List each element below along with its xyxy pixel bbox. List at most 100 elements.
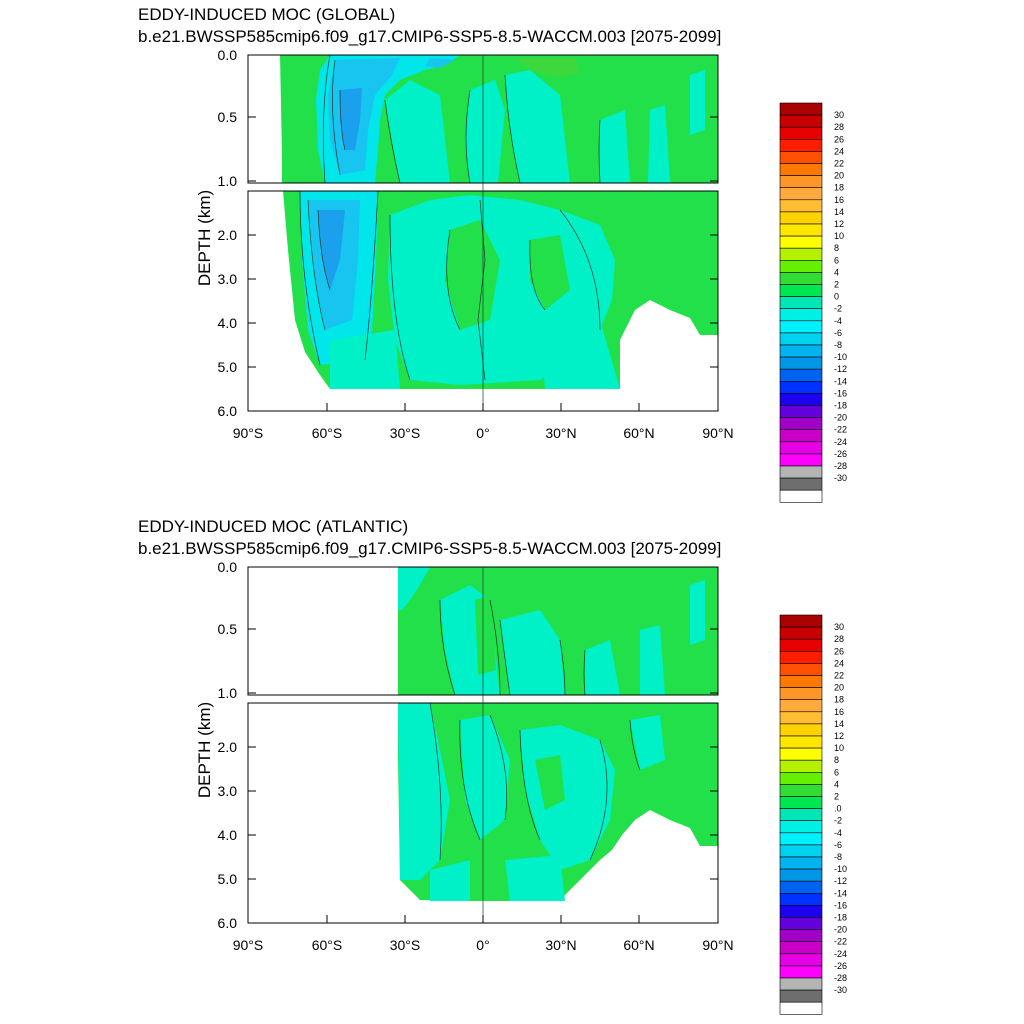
x-axis-global: 90°S 60°S 30°S 0° 30°N 60°N 90°N bbox=[233, 403, 734, 441]
colorbar-box bbox=[779, 139, 823, 152]
colorbar-label: 16 bbox=[834, 707, 844, 717]
y-tick-label: 0.0 bbox=[218, 559, 238, 575]
colorbar-label: 22 bbox=[834, 159, 844, 169]
y-axis-label: DEPTH (km) bbox=[195, 190, 214, 286]
colorbar-box bbox=[779, 199, 823, 213]
colorbar-label: -26 bbox=[834, 449, 847, 459]
colorbar-box bbox=[779, 320, 823, 334]
colorbar-box bbox=[779, 223, 823, 237]
colorbar-label: -28 bbox=[834, 973, 847, 983]
colorbar-label: 20 bbox=[834, 683, 844, 693]
colorbar-box bbox=[779, 380, 823, 394]
colorbar-box bbox=[779, 808, 823, 821]
colorbar-box bbox=[779, 247, 823, 261]
colorbar-label: -12 bbox=[834, 364, 847, 374]
colorbar-box bbox=[779, 417, 823, 431]
colorbar-label: 16 bbox=[834, 195, 844, 205]
colorbar-label: 26 bbox=[834, 646, 844, 656]
colorbar-label: 28 bbox=[834, 122, 844, 132]
colorbar-label: 4 bbox=[834, 779, 839, 789]
lower-plot-area bbox=[247, 567, 719, 924]
colorbar-label: -30 bbox=[834, 473, 847, 483]
colorbar-box bbox=[779, 344, 823, 358]
colorbar-label: 28 bbox=[834, 634, 844, 644]
colorbar-box bbox=[779, 675, 823, 688]
y-tick-label: 6.0 bbox=[218, 403, 238, 419]
y-tick-label: 0.0 bbox=[218, 47, 238, 63]
colorbar-label: 6 bbox=[834, 767, 839, 777]
colorbar-box bbox=[779, 905, 823, 918]
y-tick-label: 0.5 bbox=[218, 109, 238, 125]
x-tick-label: 90°N bbox=[702, 425, 733, 441]
colorbar-label: 30 bbox=[834, 110, 844, 120]
colorbar-box bbox=[779, 747, 823, 761]
colorbar-label: 12 bbox=[834, 219, 844, 229]
x-axis-atlantic: 90°S 60°S 30°S 0° 30°N 60°N 90°N bbox=[233, 915, 734, 953]
colorbar-box bbox=[779, 771, 823, 785]
y-axis-atlantic: 0.0 0.5 1.0 2.0 3.0 4.0 5.0 6.0 DEPTH (k… bbox=[195, 559, 718, 931]
colorbar-box bbox=[779, 453, 823, 467]
x-tick-label: 60°N bbox=[623, 425, 654, 441]
colorbar-label: 22 bbox=[834, 671, 844, 681]
y-tick-label: 6.0 bbox=[218, 915, 238, 931]
colorbar-box bbox=[779, 663, 823, 676]
colorbar-box bbox=[779, 880, 823, 894]
x-tick-label: 30°S bbox=[390, 425, 421, 441]
colorbar-label: 10 bbox=[834, 743, 844, 753]
colorbar-box bbox=[779, 441, 823, 455]
colorbar-label: 18 bbox=[834, 695, 844, 705]
colorbar-label: -18 bbox=[834, 401, 847, 411]
colorbar-box bbox=[779, 477, 823, 491]
colorbar-box bbox=[779, 735, 823, 749]
y-tick-label: 2.0 bbox=[218, 739, 238, 755]
colorbar-label: -12 bbox=[834, 876, 847, 886]
colorbar-box bbox=[779, 977, 823, 991]
colorbar-box bbox=[779, 429, 823, 443]
colorbar-box bbox=[779, 393, 823, 406]
colorbar-label: -22 bbox=[834, 937, 847, 947]
colorbar-label: 2 bbox=[834, 280, 839, 290]
colorbar-box bbox=[779, 126, 823, 140]
colorbar-label: -16 bbox=[834, 900, 847, 910]
colorbar-label: -6 bbox=[834, 328, 842, 338]
x-tick-label: 30°N bbox=[545, 937, 576, 953]
colorbar-box bbox=[779, 832, 823, 846]
y-tick-label: 4.0 bbox=[218, 315, 238, 331]
x-tick-label: 30°S bbox=[390, 937, 421, 953]
colorbar-label: -20 bbox=[834, 413, 847, 423]
y-tick-label: 2.0 bbox=[218, 227, 238, 243]
colorbar-label: -16 bbox=[834, 388, 847, 398]
colorbar-box bbox=[779, 796, 823, 809]
x-tick-label: 90°S bbox=[233, 425, 264, 441]
colorbar-box bbox=[779, 941, 823, 955]
colorbar-label: -6 bbox=[834, 840, 842, 850]
colorbar-box bbox=[779, 405, 823, 418]
colorbar-box bbox=[779, 114, 823, 128]
colorbar-box bbox=[779, 929, 823, 942]
y-tick-label: 5.0 bbox=[218, 359, 238, 375]
x-tick-label: 0° bbox=[476, 937, 489, 953]
colorbar-box bbox=[779, 151, 823, 164]
colorbar-label: 26 bbox=[834, 134, 844, 144]
y-tick-label: 3.0 bbox=[218, 271, 238, 287]
colorbar-label: -4 bbox=[834, 316, 842, 326]
colorbar-box bbox=[779, 259, 823, 273]
colorbar-label: -10 bbox=[834, 864, 847, 874]
colorbar-label: -2 bbox=[834, 304, 842, 314]
colorbar-box bbox=[779, 626, 823, 640]
colorbar-box bbox=[779, 102, 823, 116]
colorbar-label: 24 bbox=[834, 658, 844, 668]
colorbar-box bbox=[779, 272, 823, 285]
y-tick-label: 5.0 bbox=[218, 871, 238, 887]
colorbar-box bbox=[779, 368, 823, 382]
colorbar-label: .0 bbox=[834, 804, 842, 814]
colorbar-box bbox=[779, 211, 823, 225]
colorbar-label: 4 bbox=[834, 267, 839, 277]
colorbar-label: -24 bbox=[834, 437, 847, 447]
colorbar-box bbox=[779, 489, 823, 503]
y-tick-label: 1.0 bbox=[218, 173, 238, 189]
colorbar-global: 302826242220181614121086420-2-4-6-8-10-1… bbox=[779, 102, 847, 503]
colorbar-label: 18 bbox=[834, 183, 844, 193]
colorbar-box bbox=[779, 308, 823, 322]
colorbar-label: -22 bbox=[834, 425, 847, 435]
